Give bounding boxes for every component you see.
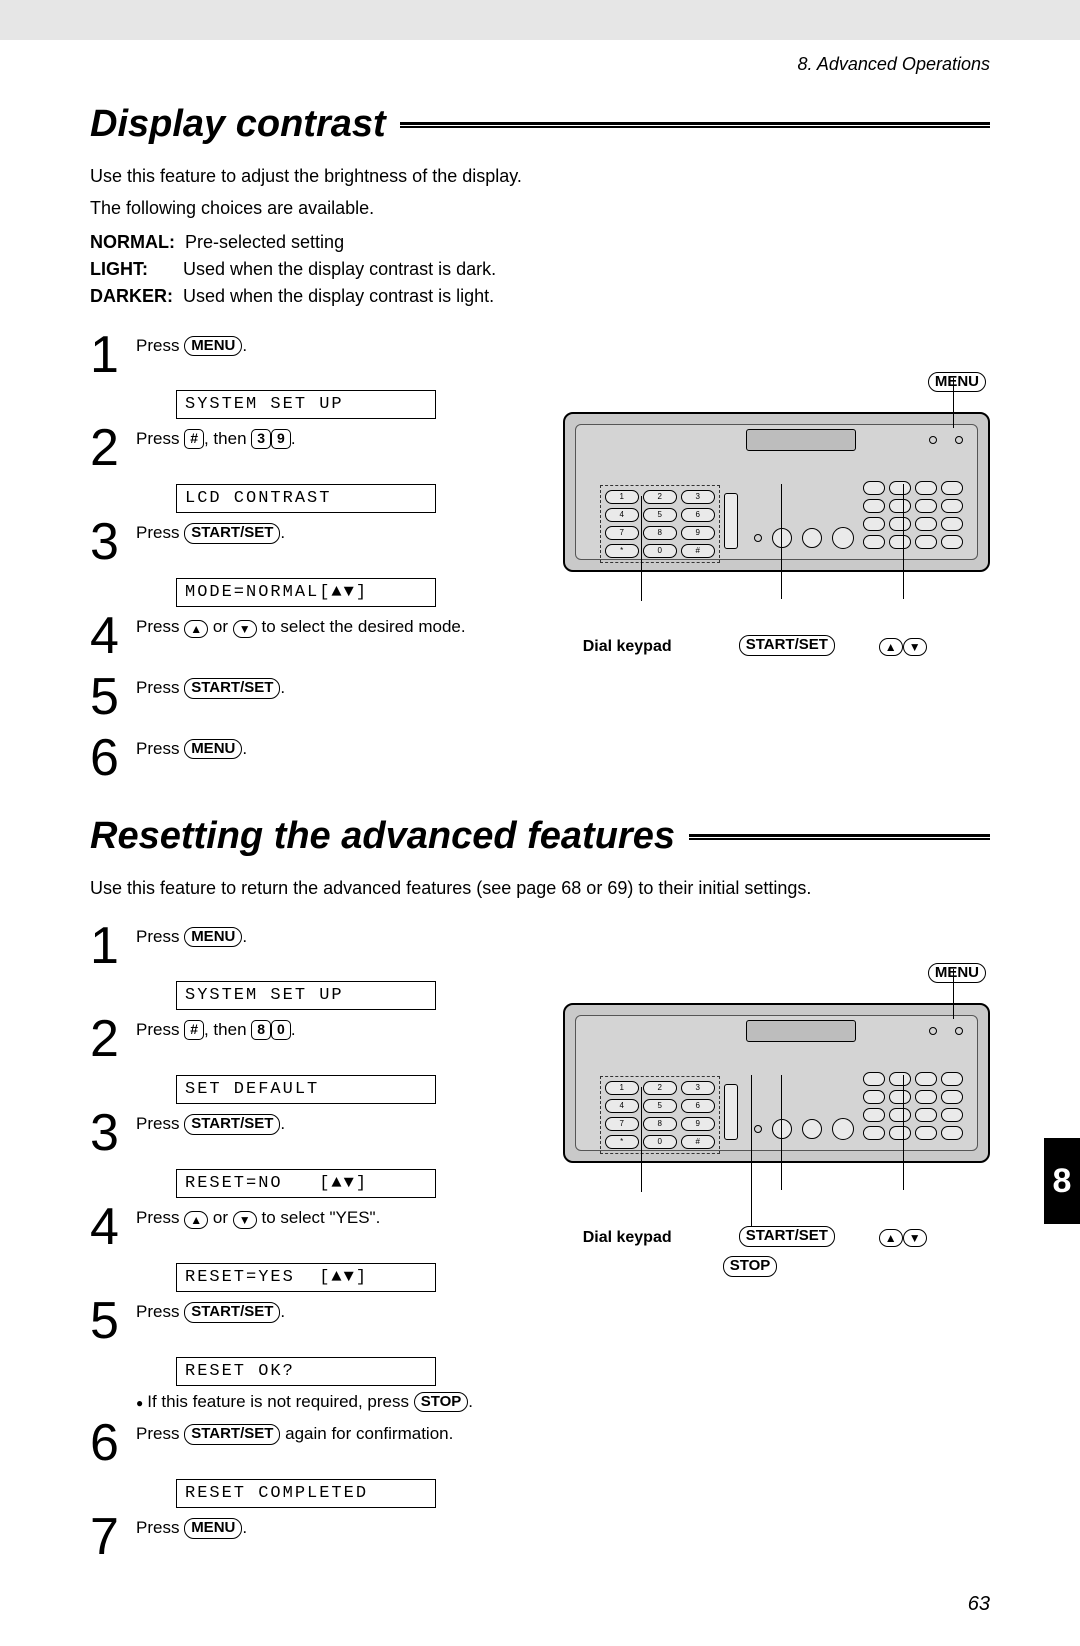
section-1-heading-row: Display contrast: [90, 103, 990, 146]
fig2-startset-label: START/SET: [739, 1226, 835, 1247]
fig2-stop-label: STOP: [723, 1256, 778, 1277]
lcd-display: RESET=YES [▲▼]: [176, 1263, 436, 1292]
section2-intro: Use this feature to return the advanced …: [90, 876, 990, 900]
device-lcd: [746, 1020, 856, 1042]
step-number: 4: [90, 613, 136, 660]
s1-step3: 3 Press START/SET.: [90, 519, 539, 566]
chapter-side-tab: 8: [1044, 1138, 1080, 1224]
menu-button-label: MENU: [184, 1518, 242, 1539]
section2-steps: 1 Press MENU. SYSTEM SET UP 2 Press #, t…: [90, 923, 539, 1567]
step-number: 3: [90, 1110, 136, 1157]
normal-desc: Pre-selected setting: [185, 232, 344, 252]
fig1-dial-label: Dial keypad: [583, 638, 672, 656]
menu-button-label: MENU: [184, 739, 242, 760]
startset-button-label: START/SET: [184, 1114, 280, 1135]
fig2-dial-label: Dial keypad: [583, 1229, 672, 1247]
hash-key: #: [184, 429, 204, 449]
digit-key-3: 3: [251, 429, 271, 449]
s2-step4: 4 Press ▲ or ▼ to select "YES".: [90, 1204, 539, 1251]
s2-note: If this feature is not required, press S…: [136, 1392, 539, 1413]
step-number: 1: [90, 332, 136, 379]
dial-keypad-region: 123 456 789 *0#: [600, 1076, 720, 1154]
up-arrow-icon: ▲: [184, 1211, 208, 1229]
down-arrow-icon: ▼: [233, 620, 257, 638]
lcd-display: SYSTEM SET UP: [176, 390, 436, 419]
startset-button-label: START/SET: [184, 1424, 280, 1445]
down-arrow-icon: ▼: [903, 1229, 927, 1247]
heading-rule: [689, 834, 990, 840]
digit-key-8: 8: [251, 1020, 271, 1040]
lcd-display: SET DEFAULT: [176, 1075, 436, 1104]
device-start-button: [832, 527, 854, 549]
section1-intro1: Use this feature to adjust the brightnes…: [90, 164, 990, 188]
section-2-title: Resetting the advanced features: [90, 815, 675, 858]
up-arrow-icon: ▲: [879, 1229, 903, 1247]
startset-button-label: START/SET: [184, 1302, 280, 1323]
digit-key-9: 9: [271, 429, 291, 449]
s1-step2: 2 Press #, then 39.: [90, 425, 539, 472]
normal-label: NORMAL:: [90, 232, 175, 252]
up-arrow-icon: ▲: [879, 638, 903, 656]
up-arrow-icon: ▲: [184, 620, 208, 638]
fig1-startset-label: START/SET: [739, 635, 835, 656]
section1-intro2: The following choices are available.: [90, 196, 990, 220]
menu-button-label: MENU: [184, 927, 242, 948]
step-number: 3: [90, 519, 136, 566]
light-desc: Used when the display contrast is dark.: [183, 259, 496, 279]
s2-step3: 3 Press START/SET.: [90, 1110, 539, 1157]
section-2-heading-row: Resetting the advanced features: [90, 815, 990, 858]
dial-keypad-region: 123 456 789 *0#: [600, 485, 720, 563]
step-number: 1: [90, 923, 136, 970]
section1-steps: 1 Press MENU. SYSTEM SET UP 2 Press #, t…: [90, 332, 539, 788]
s1-step1: 1 Press MENU.: [90, 332, 539, 379]
step-number: 2: [90, 1016, 136, 1063]
down-arrow-icon: ▼: [903, 638, 927, 656]
s2-step7: 7 Press MENU.: [90, 1514, 539, 1561]
hash-key: #: [184, 1020, 204, 1040]
menu-button-label: MENU: [184, 336, 242, 357]
lcd-display: LCD CONTRAST: [176, 484, 436, 513]
lcd-display: MODE=NORMAL[▲▼]: [176, 578, 436, 607]
s2-step5: 5 Press START/SET.: [90, 1298, 539, 1345]
s2-step2: 2 Press #, then 80.: [90, 1016, 539, 1063]
settings-list: NORMAL: Pre-selected setting LIGHT: Used…: [90, 229, 990, 310]
heading-rule: [400, 122, 990, 128]
device-start-button: [832, 1118, 854, 1140]
lcd-display: RESET=NO [▲▼]: [176, 1169, 436, 1198]
step-number: 4: [90, 1204, 136, 1251]
stop-button-label: STOP: [414, 1392, 469, 1413]
chapter-ref: 8. Advanced Operations: [90, 54, 990, 75]
step-number: 5: [90, 674, 136, 721]
startset-button-label: START/SET: [184, 523, 280, 544]
device-lcd: [746, 429, 856, 451]
darker-desc: Used when the display contrast is light.: [183, 286, 494, 306]
lcd-display: RESET OK?: [176, 1357, 436, 1386]
s2-step1: 1 Press MENU.: [90, 923, 539, 970]
s2-step6: 6 Press START/SET again for confirmation…: [90, 1420, 539, 1467]
top-gray-bar: [0, 0, 1080, 40]
s1-step4: 4 Press ▲ or ▼ to select the desired mod…: [90, 613, 539, 660]
s1-step5: 5 Press START/SET.: [90, 674, 539, 721]
down-arrow-icon: ▼: [233, 1211, 257, 1229]
step-number: 5: [90, 1298, 136, 1345]
darker-label: DARKER:: [90, 286, 173, 306]
lcd-display: SYSTEM SET UP: [176, 981, 436, 1010]
digit-key-0: 0: [271, 1020, 291, 1040]
fax-panel-figure-2: 123 456 789 *0#: [563, 947, 990, 1277]
fax-panel-figure-1: 123 456 789 *0#: [563, 356, 990, 656]
step-number: 6: [90, 1420, 136, 1467]
s1-step6: 6 Press MENU.: [90, 735, 539, 782]
step-number: 6: [90, 735, 136, 782]
step-number: 2: [90, 425, 136, 472]
lcd-display: RESET COMPLETED: [176, 1479, 436, 1508]
startset-button-label: START/SET: [184, 678, 280, 699]
step-number: 7: [90, 1514, 136, 1561]
page-number: 63: [90, 1593, 990, 1616]
light-label: LIGHT:: [90, 259, 148, 279]
section-1-title: Display contrast: [90, 103, 386, 146]
